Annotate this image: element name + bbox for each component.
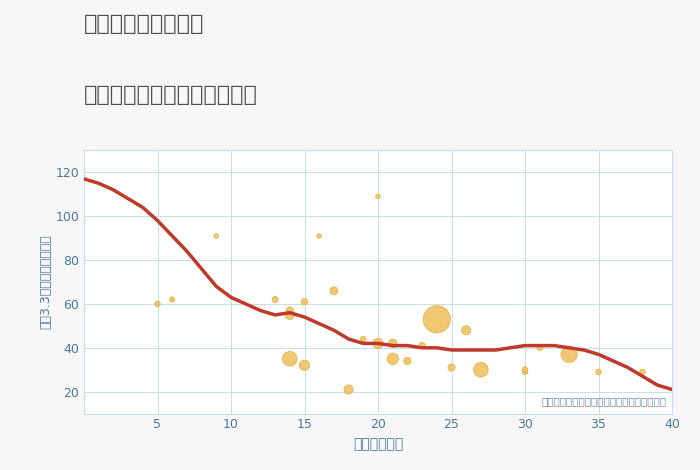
Text: 円の大きさは、取引のあった物件面積を示す: 円の大きさは、取引のあった物件面積を示す xyxy=(541,396,666,406)
Point xyxy=(372,193,384,200)
Text: 築年数別中古マンション価格: 築年数別中古マンション価格 xyxy=(84,85,258,105)
Point xyxy=(372,340,384,347)
Text: 兵庫県姫路市書写の: 兵庫県姫路市書写の xyxy=(84,14,204,34)
Point xyxy=(314,232,325,240)
Point xyxy=(299,298,310,306)
Point xyxy=(284,311,295,319)
Point xyxy=(270,296,281,303)
Point xyxy=(519,368,531,376)
Point xyxy=(446,364,457,371)
Point xyxy=(637,368,648,376)
Point xyxy=(299,361,310,369)
Point xyxy=(328,287,339,295)
Point xyxy=(402,357,413,365)
Point xyxy=(475,366,486,374)
Point xyxy=(284,307,295,314)
Point xyxy=(387,340,398,347)
Point xyxy=(358,335,369,343)
Point xyxy=(343,386,354,393)
Point xyxy=(431,315,442,323)
Y-axis label: 坪（3.3㎡）単価（万円）: 坪（3.3㎡）単価（万円） xyxy=(39,235,52,329)
Point xyxy=(534,344,545,352)
Point xyxy=(167,296,178,303)
X-axis label: 築年数（年）: 築年数（年） xyxy=(353,437,403,451)
Point xyxy=(593,368,604,376)
Point xyxy=(284,355,295,362)
Point xyxy=(519,366,531,374)
Point xyxy=(564,351,575,358)
Point xyxy=(461,327,472,334)
Point xyxy=(211,232,222,240)
Point xyxy=(152,300,163,308)
Point xyxy=(387,355,398,362)
Point xyxy=(416,342,428,349)
